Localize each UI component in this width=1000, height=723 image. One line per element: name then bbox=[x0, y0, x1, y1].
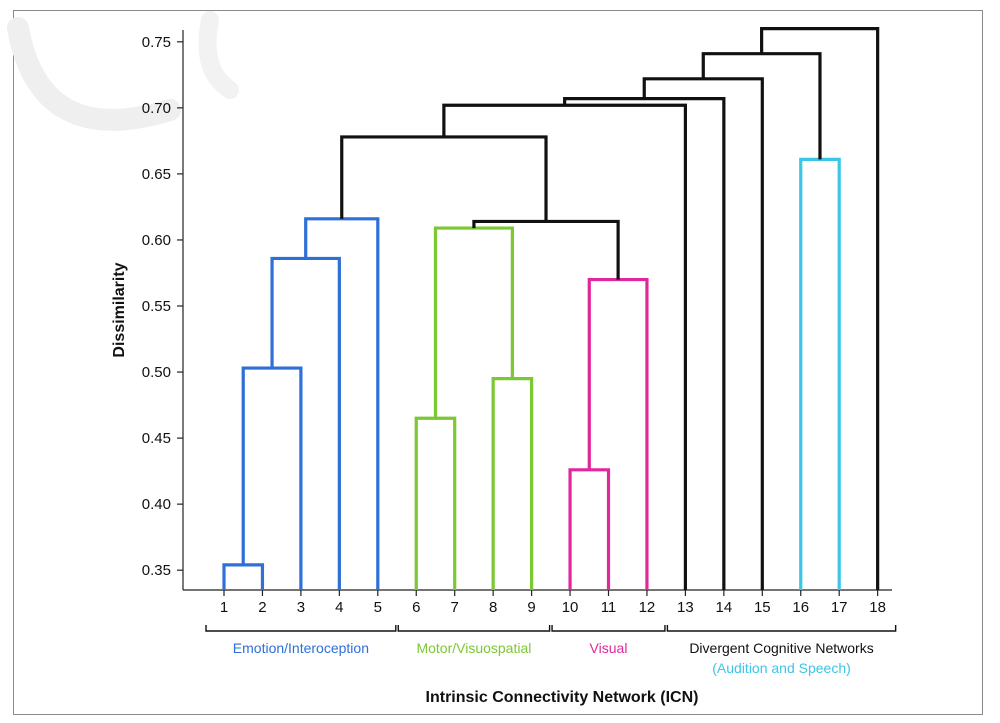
group-annotations: Emotion/Interoception Motor/Visuospatial V… bbox=[205, 625, 897, 676]
dendrogram-link bbox=[414, 416, 457, 590]
x-tick-label: 17 bbox=[831, 599, 848, 616]
x-tick-label: 7 bbox=[451, 599, 459, 616]
y-axis-ticks: 0.35 0.40 0.45 0.50 0.55 0.60 0.65 0.70 0.75 bbox=[142, 34, 183, 579]
group-bracket bbox=[551, 625, 666, 632]
dendrogram-link bbox=[241, 366, 303, 590]
x-tick-label: 5 bbox=[374, 599, 382, 616]
y-tick-label: 0.40 bbox=[142, 496, 171, 513]
x-tick-label: 10 bbox=[562, 599, 579, 616]
y-tick-label: 0.35 bbox=[142, 562, 171, 579]
dendrogram-link bbox=[472, 219, 620, 280]
x-tick-label: 15 bbox=[754, 599, 771, 616]
group-label: Emotion/Interoception bbox=[233, 640, 369, 656]
x-axis-title: Intrinsic Connectivity Network (ICN) bbox=[426, 689, 699, 706]
dendrogram-link bbox=[587, 277, 649, 590]
x-tick-label: 6 bbox=[412, 599, 420, 616]
dendrogram-link bbox=[799, 157, 841, 590]
x-tick-label: 3 bbox=[297, 599, 305, 616]
x-tick-label: 12 bbox=[639, 599, 656, 616]
group-label: Motor/Visuospatial bbox=[416, 640, 531, 656]
dendrogram-link bbox=[491, 377, 534, 590]
group-label: Divergent Cognitive Networks bbox=[689, 640, 873, 656]
y-tick-label: 0.70 bbox=[142, 100, 171, 117]
x-tick-label: 11 bbox=[601, 599, 617, 616]
group-bracket bbox=[397, 625, 551, 632]
group-bracket bbox=[205, 625, 397, 632]
x-tick-label: 9 bbox=[527, 599, 535, 616]
axes bbox=[182, 30, 892, 591]
dendrogram-link bbox=[340, 135, 548, 222]
y-tick-label: 0.65 bbox=[142, 166, 171, 183]
x-tick-label: 4 bbox=[335, 599, 343, 616]
y-tick-label: 0.60 bbox=[142, 232, 171, 249]
dendrogram-link bbox=[442, 103, 687, 590]
x-tick-label: 14 bbox=[716, 599, 733, 616]
group-bracket bbox=[666, 625, 897, 632]
x-tick-label: 2 bbox=[258, 599, 266, 616]
y-tick-label: 0.55 bbox=[142, 298, 171, 315]
dendrogram-link bbox=[270, 256, 341, 590]
group-label: Visual bbox=[590, 640, 628, 656]
x-tick-label: 1 bbox=[220, 599, 228, 616]
dendrogram-link bbox=[563, 97, 726, 590]
dendrogram-link bbox=[760, 27, 880, 590]
dendrogram-link bbox=[642, 77, 764, 590]
dendrogram-links bbox=[222, 27, 880, 590]
group-sublabel: (Audition and Speech) bbox=[712, 660, 851, 676]
dendrogram-link bbox=[304, 217, 380, 590]
dendrogram-link bbox=[433, 226, 514, 419]
watermark-arc bbox=[7, 11, 239, 131]
y-tick-label: 0.50 bbox=[142, 364, 171, 381]
x-tick-label: 18 bbox=[869, 599, 886, 616]
y-tick-label: 0.75 bbox=[142, 34, 171, 51]
x-tick-label: 13 bbox=[677, 599, 694, 616]
x-axis-ticks: 1 2 3 4 5 6 7 8 9 10 11 12 13 14 15 16 17 18 bbox=[220, 590, 886, 616]
x-tick-label: 16 bbox=[792, 599, 809, 616]
y-tick-label: 0.45 bbox=[142, 430, 171, 447]
dendrogram-link bbox=[222, 563, 265, 590]
y-axis-title: Dissimilarity bbox=[111, 262, 128, 357]
dendrogram-link bbox=[568, 468, 611, 590]
figure-frame bbox=[13, 10, 983, 715]
x-tick-label: 8 bbox=[489, 599, 497, 616]
